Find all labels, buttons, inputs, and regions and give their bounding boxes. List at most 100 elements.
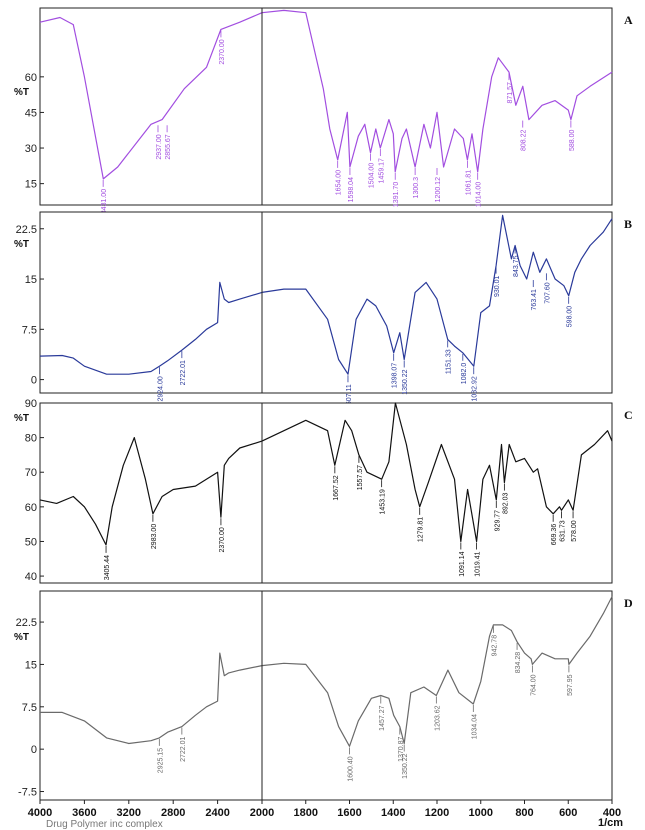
peak-label: 707.60 (544, 282, 551, 304)
y-tick-label: 40 (25, 571, 37, 583)
peak-label: 1034.04 (471, 714, 478, 739)
peak-label: 3431.00 (101, 189, 108, 214)
peak-label: 1014.00 (476, 182, 483, 207)
y-axis-label: %T (14, 413, 29, 424)
panel-label-a: A (624, 13, 633, 27)
x-tick-label: 2800 (161, 807, 185, 819)
peak-label: 1459.17 (378, 158, 385, 183)
peak-label: 1598.04 (348, 177, 355, 202)
peak-label: 598.00 (567, 306, 574, 328)
peak-label: 1061.81 (465, 170, 472, 195)
peak-label: 1398.07 (392, 363, 399, 388)
spectrum-line-c (39, 402, 613, 546)
peak-label: 1151.33 (446, 349, 453, 374)
peak-label: 2937.00 (156, 134, 163, 159)
spectrum-line-b (39, 214, 613, 375)
peak-label: 2370.00 (219, 39, 226, 64)
peak-label: 1082.0 (461, 363, 468, 385)
peak-label: 1032.92 (472, 376, 479, 401)
spectrum-panel-c: 40 50 60 70 80 90 %T 3405.44 2983.00 2370.00 1667.… (14, 398, 633, 584)
y-tick-label: 60 (25, 72, 37, 84)
spectrum-line-d (40, 596, 613, 747)
x-tick-label: 600 (559, 807, 577, 819)
peak-label: 597.95 (567, 674, 574, 696)
peak-label: 1600.40 (348, 756, 355, 781)
peak-label: 929.77 (494, 510, 501, 532)
spectrum-panel-b: 0 7.5 15 22.5 %T 2924.00 2722.01 1607.11 1398.07… (14, 211, 632, 409)
y-tick-label: 7.5 (22, 702, 37, 714)
y-tick-label: 15 (25, 659, 37, 671)
panel-label-c: C (624, 408, 633, 422)
x-tick-label: 800 (515, 807, 533, 819)
y-axis-label: %T (14, 632, 29, 643)
x-tick-label: 2000 (250, 807, 274, 819)
spectrum-panel-d: -7.5 0 7.5 15 22.5 %T 2925.15 2722.01 1600.40 145… (14, 590, 633, 801)
y-axis-label: %T (14, 87, 29, 98)
x-axis-wavenumber: 4000 3600 3200 2800 2400 2000 1800 1600 1400 1200… (28, 800, 621, 819)
peak-label: 1504.00 (369, 163, 376, 188)
x-tick-label: 1400 (381, 807, 405, 819)
peak-label: 1453.19 (380, 489, 387, 514)
peak-label: 2855.67 (165, 134, 172, 159)
peak-label: 2722.01 (180, 736, 187, 761)
peak-label: 1091.14 (459, 551, 466, 576)
panel-label-b: B (624, 217, 632, 231)
peak-label: 2722.01 (180, 360, 187, 385)
peak-label: 808.22 (521, 129, 528, 151)
x-tick-label: 3200 (117, 807, 141, 819)
peak-label: 2370.00 (219, 527, 226, 552)
peak-label: 578.00 (571, 520, 578, 542)
peak-label: 1203.62 (434, 705, 441, 730)
peak-label: 1279.81 (418, 517, 425, 542)
peak-label: 1607.11 (346, 384, 353, 409)
plot-frame-d (39, 590, 613, 801)
x-tick-label: 1800 (294, 807, 318, 819)
y-tick-label: 0 (31, 375, 37, 387)
peak-label: 930.01 (494, 276, 501, 298)
y-tick-label: 30 (25, 143, 37, 155)
x-tick-label: 1600 (337, 807, 361, 819)
peak-label: 834.28 (515, 652, 522, 674)
y-tick-label: 22.5 (16, 617, 37, 629)
peak-label: 1200.12 (435, 177, 442, 202)
y-tick-label: 50 (25, 536, 37, 548)
y-tick-label: 7.5 (22, 324, 37, 336)
peak-label: 1350.22 (402, 369, 409, 394)
x-tick-label: 4000 (28, 807, 52, 819)
y-tick-label: 22.5 (16, 224, 37, 236)
peak-label: 1391.70 (393, 182, 400, 207)
peak-label: 1667.52 (333, 475, 340, 500)
peak-label: 2924.00 (157, 376, 164, 401)
x-tick-label: 400 (603, 807, 621, 819)
y-tick-label: 60 (25, 502, 37, 514)
y-tick-label: 15 (25, 274, 37, 286)
peak-label: 669.36 (551, 524, 558, 546)
y-tick-label: 90 (25, 398, 37, 410)
spectrum-line-a (39, 9, 613, 180)
peak-label: 2983.00 (151, 524, 158, 549)
x-tick-label: 1200 (425, 807, 449, 819)
x-tick-label: 1000 (469, 807, 493, 819)
y-axis-label: %T (14, 239, 29, 250)
y-tick-label: 45 (25, 107, 37, 119)
panel-label-d: D (624, 596, 633, 610)
peak-label: 871.57 (507, 82, 514, 104)
plot-frame-b (39, 211, 613, 394)
peak-label: 892.03 (502, 493, 509, 515)
y-tick-label: -7.5 (18, 787, 37, 799)
peak-label: 2925.15 (157, 748, 164, 773)
footer-caption: Drug Polymer inc complex (46, 819, 163, 830)
peak-label: 1654.00 (336, 170, 343, 195)
peak-label: 843.75 (513, 255, 520, 277)
peak-label: 1019.41 (475, 551, 482, 576)
peak-label: 942.78 (491, 635, 498, 657)
peak-label: 1300.3 (413, 177, 420, 199)
y-tick-label: 15 (25, 179, 37, 191)
plot-frame-c (39, 402, 613, 584)
x-axis-unit-label: 1/cm (598, 817, 623, 829)
peak-label: 763.41 (531, 289, 538, 311)
spectrum-panel-a: 15 30 45 60 %T 3431.00 2937.00 2855.67 2370.00 16… (14, 7, 633, 214)
peak-label: 1350.22 (402, 753, 409, 778)
peak-label: 1557.57 (357, 465, 364, 490)
